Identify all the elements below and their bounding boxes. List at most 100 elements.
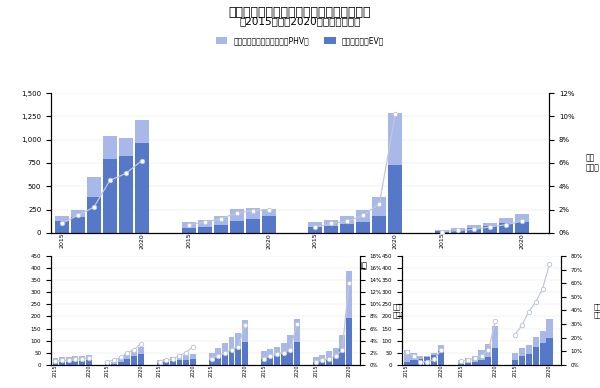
Bar <box>163 362 169 365</box>
Point <box>517 322 527 328</box>
Bar <box>66 357 71 362</box>
Point <box>77 355 87 362</box>
Bar <box>274 346 280 356</box>
Bar <box>245 208 260 219</box>
Bar <box>235 333 241 348</box>
Point <box>122 350 132 356</box>
Bar <box>467 228 481 233</box>
Point <box>469 226 479 232</box>
Bar <box>499 218 513 223</box>
Bar <box>55 216 69 221</box>
Point <box>200 219 209 225</box>
Point <box>538 286 547 292</box>
Bar <box>229 352 235 365</box>
Bar <box>294 319 300 342</box>
Bar <box>170 361 176 365</box>
Bar <box>182 222 196 228</box>
Bar <box>333 356 338 365</box>
Point <box>437 229 447 235</box>
Bar <box>478 350 485 360</box>
Bar <box>325 226 338 233</box>
Point <box>73 212 83 218</box>
Bar <box>326 352 332 359</box>
Bar <box>124 359 130 365</box>
Bar <box>431 353 437 355</box>
Bar <box>319 361 325 365</box>
Bar <box>59 357 65 362</box>
Bar <box>222 343 228 355</box>
Bar <box>59 362 65 365</box>
Bar <box>404 362 410 365</box>
Text: 地域・国別の電気自動車登録台数とシェア: 地域・国別の電気自動車登録台数とシェア <box>229 6 371 19</box>
Point <box>502 222 511 228</box>
Point <box>57 220 67 227</box>
Bar <box>242 320 248 342</box>
Bar <box>472 356 478 362</box>
Bar <box>340 349 345 365</box>
Bar <box>157 363 163 365</box>
Bar <box>333 348 338 356</box>
Y-axis label: 売上
シェア: 売上 シェア <box>393 303 406 317</box>
Bar <box>222 355 228 365</box>
Point <box>155 359 164 365</box>
Bar <box>539 343 545 365</box>
Point <box>359 212 368 218</box>
Bar <box>135 120 149 144</box>
Bar <box>458 364 464 365</box>
Bar <box>492 326 499 348</box>
Bar <box>539 331 545 343</box>
Bar <box>515 222 529 233</box>
Point <box>84 355 94 361</box>
Bar <box>274 356 280 365</box>
Bar <box>438 345 444 352</box>
Point <box>248 208 257 214</box>
Bar <box>373 216 386 233</box>
Bar <box>485 344 491 357</box>
Point <box>175 353 184 359</box>
Point <box>103 359 112 365</box>
Point <box>545 261 554 267</box>
Bar <box>86 355 92 360</box>
Point <box>240 322 250 329</box>
Bar <box>245 219 260 233</box>
Bar <box>435 230 449 231</box>
Bar <box>533 346 539 365</box>
Point <box>517 218 527 224</box>
Bar <box>519 356 525 365</box>
Text: （2015年から2020年までの推移）: （2015年から2020年までの推移） <box>239 16 361 26</box>
Bar <box>209 353 215 360</box>
Bar <box>268 349 273 357</box>
Point <box>436 347 446 353</box>
Bar <box>215 348 221 357</box>
Point <box>477 353 487 359</box>
Bar <box>190 359 196 365</box>
Bar <box>492 348 499 365</box>
Point <box>326 220 336 227</box>
Bar <box>87 177 101 197</box>
Bar <box>197 220 212 227</box>
Bar <box>340 216 355 224</box>
Bar <box>157 360 163 363</box>
Bar <box>235 348 241 365</box>
Bar <box>313 362 319 365</box>
Point <box>137 158 146 164</box>
Point <box>121 170 131 177</box>
Point <box>331 353 340 359</box>
Bar <box>118 359 124 362</box>
Point <box>71 355 80 362</box>
Text: アメリカ: アメリカ <box>218 262 239 271</box>
Point <box>324 355 334 362</box>
Bar <box>71 210 85 217</box>
Bar <box>435 231 449 233</box>
Point <box>416 359 425 365</box>
Bar <box>79 355 85 361</box>
Point <box>463 357 472 363</box>
Bar <box>230 209 244 221</box>
Y-axis label: 売上
シェア: 売上 シェア <box>586 153 599 173</box>
Bar <box>356 222 370 233</box>
Bar <box>86 360 92 365</box>
Bar <box>87 197 101 233</box>
Point <box>89 204 98 210</box>
Bar <box>183 360 189 365</box>
Bar <box>138 346 143 354</box>
